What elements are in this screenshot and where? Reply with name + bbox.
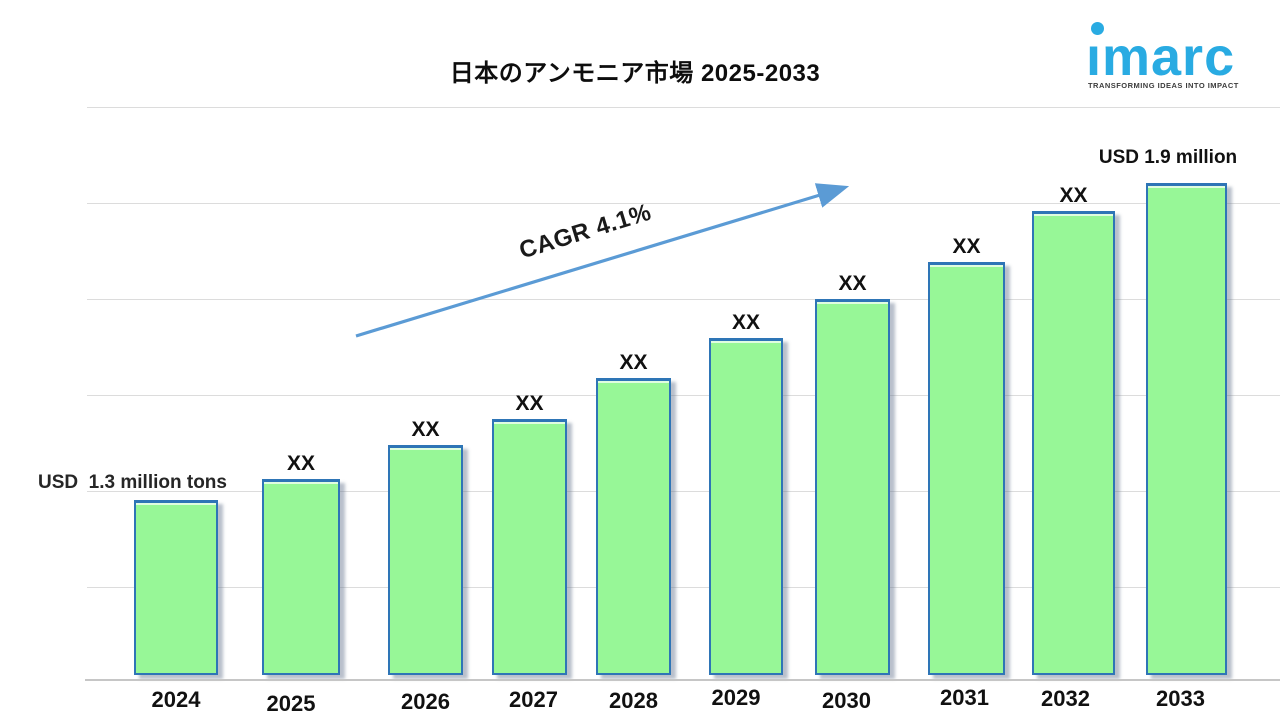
value-label-2026: XX: [411, 418, 440, 441]
x-label-2029: 2029: [711, 685, 761, 710]
value-label-2032: XX: [1059, 184, 1088, 207]
value-label-2033: USD 1.9 million: [1098, 147, 1238, 168]
bar-2027: [492, 419, 567, 675]
x-label-2032: 2032: [1041, 686, 1090, 711]
bar-2028: [596, 378, 671, 675]
bar-2025: [262, 479, 340, 675]
gridline: [87, 395, 1280, 396]
logo-tagline: TRANSFORMING IDEAS INTO IMPACT: [1088, 81, 1239, 90]
value-label-2027: XX: [515, 392, 544, 415]
bar-2030: [815, 299, 890, 675]
x-label-2030: 2030: [822, 688, 871, 713]
bar-2026: [388, 445, 463, 675]
x-label-2031: 2031: [940, 685, 989, 710]
bar-2024: [134, 500, 218, 675]
x-label-2028: 2028: [609, 688, 658, 713]
logo-wordmark: ımarc: [1086, 27, 1236, 87]
value-label-2029: XX: [731, 311, 760, 334]
value-label-2028: XX: [619, 351, 648, 374]
gridline: [87, 491, 1280, 492]
bar-2032: [1032, 211, 1115, 675]
x-label-2033: 2033: [1156, 686, 1205, 711]
cagr-label: CAGR 4.1%: [516, 198, 655, 265]
x-label-2024: 2024: [151, 687, 201, 712]
x-label-2027: 2027: [509, 687, 558, 712]
x-label-2026: 2026: [401, 689, 450, 714]
bar-2033: [1146, 183, 1227, 675]
value-label-2030: XX: [838, 272, 867, 295]
bar-2029: [709, 338, 783, 675]
gridline: [87, 107, 1280, 108]
x-label-2025: 2025: [266, 691, 316, 716]
value-label-2025: XX: [286, 452, 315, 475]
chart-title: 日本のアンモニア市場 2025-2033: [449, 60, 821, 87]
x-axis-line: [85, 679, 1280, 681]
value-label-2031: XX: [952, 235, 981, 258]
value-label-2024: USD 1.3 million tons: [38, 472, 227, 493]
logo-dot-icon: [1091, 22, 1104, 35]
bar-2031: [928, 262, 1005, 675]
gridline: [87, 587, 1280, 588]
